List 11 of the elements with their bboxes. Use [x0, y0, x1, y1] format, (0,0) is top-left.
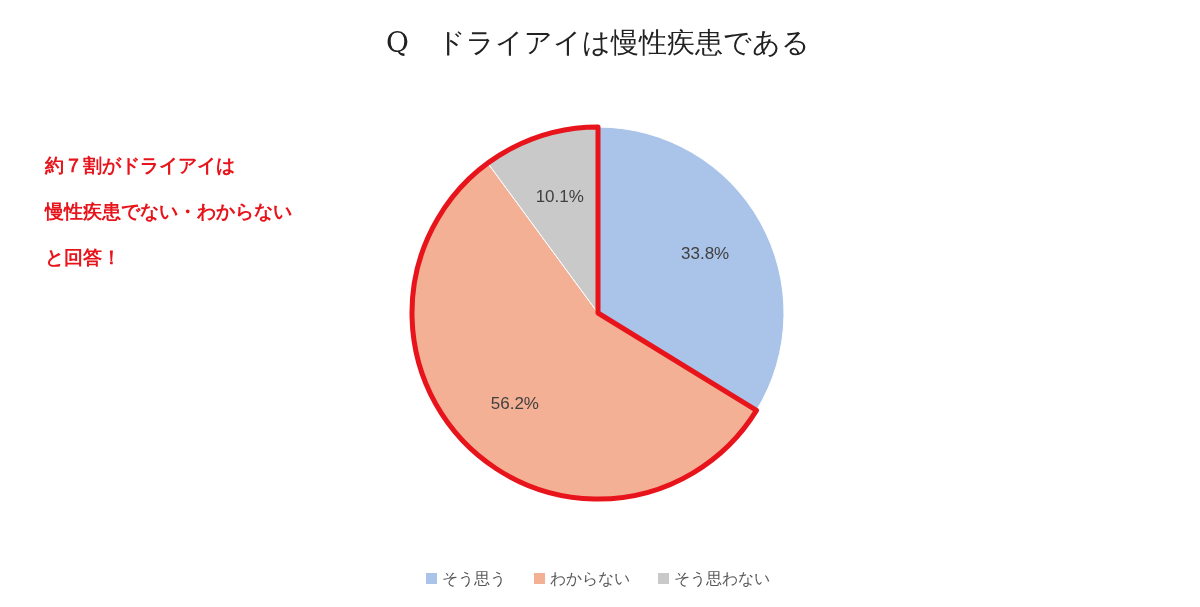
legend-label: そう思う [442, 569, 506, 588]
data-label: 10.1% [535, 187, 584, 207]
legend-label: そう思わない [674, 569, 770, 588]
pie-slice [597, 126, 785, 411]
chart-title: Q ドライアイは慢性疾患である [386, 26, 810, 59]
text: 約７割がドライアイは [44, 154, 235, 176]
text: と回答！ [45, 246, 121, 268]
data-label: 33.8% [681, 244, 730, 264]
data-label: 56.2% [490, 394, 539, 414]
text: 慢性疾患でない・わからない [44, 200, 292, 222]
legend-label: わからない [550, 569, 630, 588]
